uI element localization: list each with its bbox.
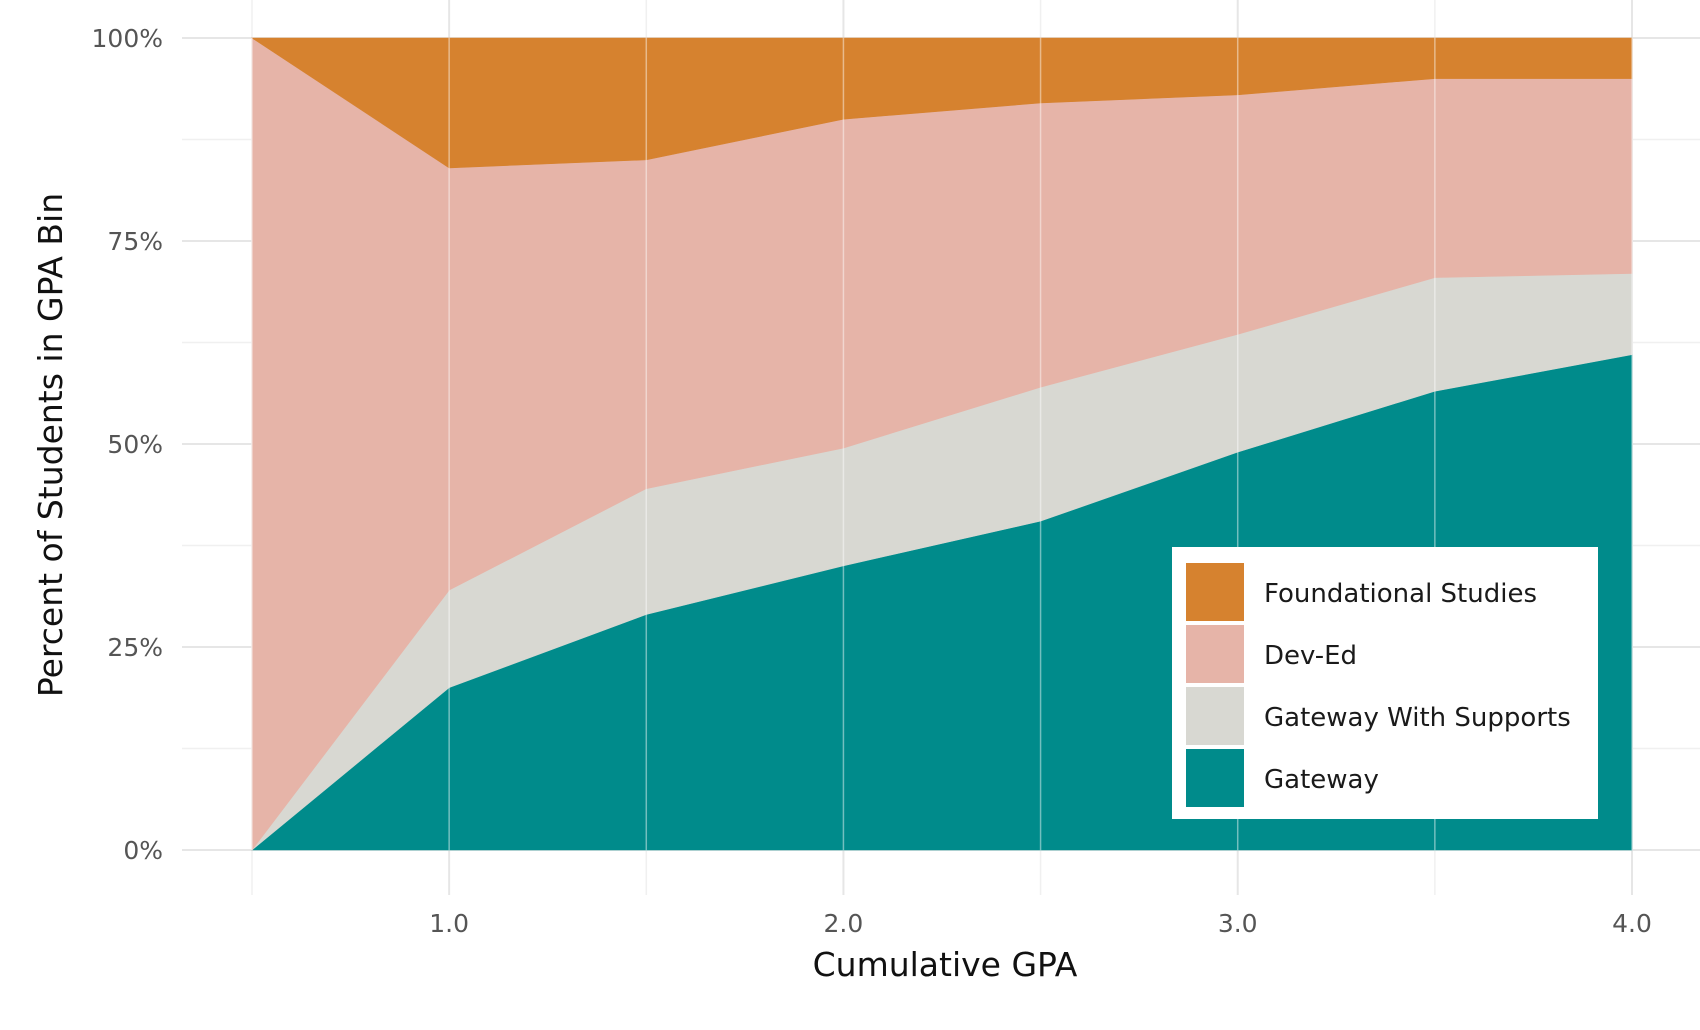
y-tick-label: 75% (107, 227, 163, 256)
legend-label-dev-ed: Dev-Ed (1264, 641, 1357, 671)
x-axis-title: Cumulative GPA (813, 945, 1078, 984)
area-foundational-studies (250, 37, 1633, 169)
y-tick-label: 25% (107, 633, 163, 662)
legend-label-gateway: Gateway (1264, 765, 1379, 795)
legend-label-foundational-studies: Foundational Studies (1264, 579, 1537, 609)
x-tick-label: 1.0 (429, 909, 469, 938)
legend-key-foundational-studies (1186, 563, 1244, 621)
y-tick-label: 50% (107, 430, 163, 459)
legend-key-gateway (1186, 749, 1244, 807)
x-axis-ticks: 1.0 2.0 3.0 4.0 (429, 909, 1652, 938)
x-tick-label: 3.0 (1218, 909, 1258, 938)
y-tick-label: 100% (92, 24, 163, 53)
legend-label-gateway-with-supports: Gateway With Supports (1264, 703, 1571, 733)
legend-key-gateway-with-supports (1186, 687, 1244, 745)
legend: Foundational Studies Dev-Ed Gateway With S… (1172, 547, 1598, 819)
y-tick-label: 0% (123, 836, 163, 865)
x-tick-label: 4.0 (1612, 909, 1652, 938)
legend-key-dev-ed (1186, 625, 1244, 683)
y-axis-ticks: 0% 25% 50% 75% 100% (92, 24, 163, 865)
y-axis-title: Percent of Students in GPA Bin (31, 193, 70, 697)
x-tick-label: 2.0 (824, 909, 864, 938)
